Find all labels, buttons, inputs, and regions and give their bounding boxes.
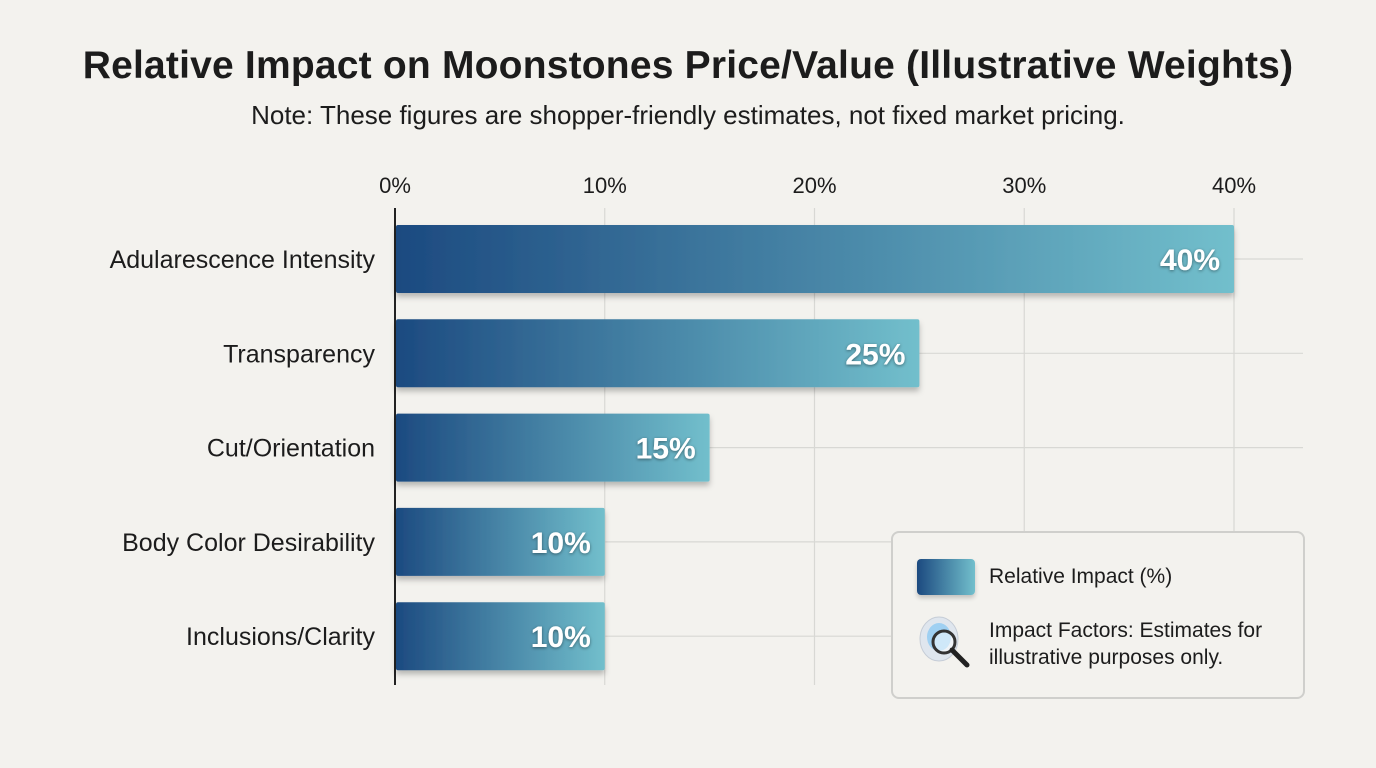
data-label: 40% [1160, 244, 1220, 277]
legend: Relative Impact (%) Impact Factors: Esti… [891, 531, 1305, 699]
x-tick-label: 0% [379, 173, 411, 198]
category-label: Adularescence Intensity [110, 246, 376, 274]
category-label: Body Color Desirability [122, 529, 375, 557]
legend-swatch [917, 559, 975, 595]
legend-note: Impact Factors: Estimates for illustrati… [989, 619, 1263, 669]
data-label: 15% [636, 433, 696, 466]
data-label: 10% [531, 621, 591, 654]
category-label: Transparency [223, 340, 375, 368]
category-label: Inclusions/Clarity [186, 623, 375, 651]
x-tick-label: 40% [1212, 173, 1256, 198]
chart-title: Relative Impact on Moonstones Price/Valu… [82, 44, 1294, 87]
bar [396, 225, 1234, 293]
legend-item-note: Impact Factors: Estimates for illustrati… [917, 615, 1289, 673]
legend-item-series: Relative Impact (%) [917, 559, 1172, 595]
x-tick-label: 20% [792, 173, 836, 198]
data-label: 10% [531, 527, 591, 560]
x-tick-label: 30% [1002, 173, 1046, 198]
data-label: 25% [845, 338, 905, 371]
chart-subtitle: Note: These figures are shopper-friendly… [251, 100, 1125, 130]
category-label: Cut/Orientation [207, 435, 375, 463]
bar [396, 413, 710, 482]
bar [396, 507, 605, 576]
bar [396, 602, 605, 671]
x-tick-label: 10% [583, 173, 627, 198]
magnifier-moonstone-icon [919, 616, 970, 668]
legend-label: Relative Impact (%) [989, 565, 1173, 588]
bar [396, 319, 920, 388]
